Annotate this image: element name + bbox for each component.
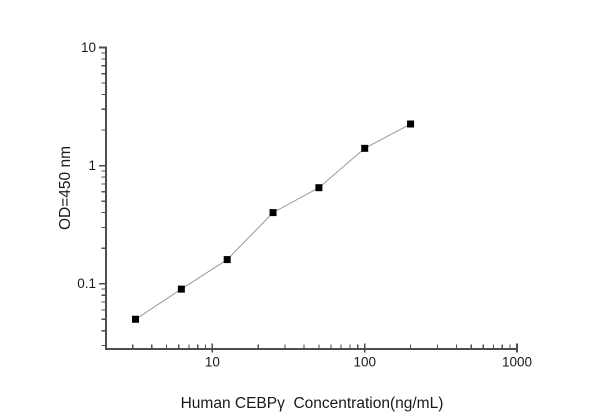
data-point-marker: [132, 315, 140, 323]
standard-curve-line: [135, 123, 411, 320]
x-tick-label: 1000: [502, 355, 532, 370]
y-axis-label: OD=450 nm: [57, 146, 74, 230]
x-axis-label: Human CEBPγ Concentration(ng/mL): [181, 395, 444, 412]
plot-area: 10 100 1000 0.1 1 10 Human CEBPγ Concentratio…: [57, 40, 532, 412]
standard-curve-series: [132, 120, 415, 323]
y-axis-ticks: [99, 46, 106, 347]
data-point-marker: [407, 120, 415, 128]
x-tick-label: 100: [353, 355, 376, 370]
data-point-marker: [315, 184, 323, 192]
x-tick-label: 10: [205, 355, 220, 370]
data-point-marker: [269, 209, 277, 217]
y-tick-label: 1: [88, 158, 96, 173]
y-tick-label: 0.1: [77, 276, 96, 291]
data-point-marker: [361, 144, 369, 152]
data-point-marker: [177, 285, 185, 293]
data-point-marker: [223, 256, 231, 264]
axis-tick-labels: 10 100 1000 0.1 1 10: [77, 40, 532, 370]
y-tick-label: 10: [81, 40, 96, 55]
